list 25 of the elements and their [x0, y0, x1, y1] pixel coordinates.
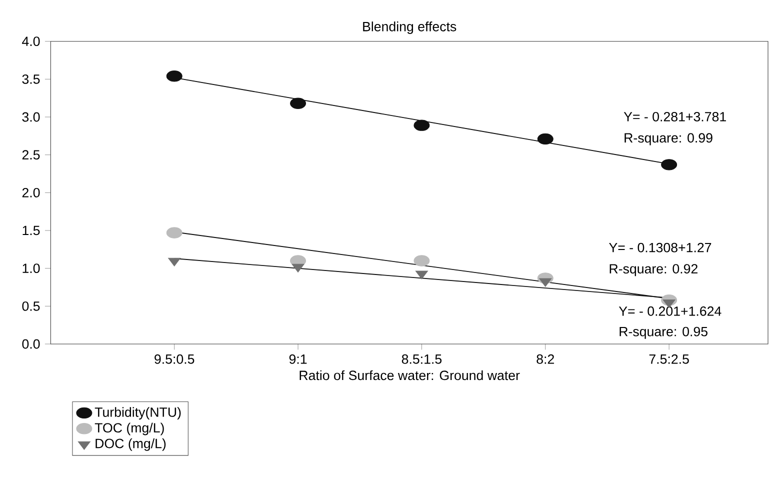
x-axis-title: Ratio of Surface water: Ground water: [300, 370, 520, 380]
y-tick-label: 0.0: [22, 339, 40, 349]
x-tick-label: 9.5:0.5: [154, 354, 194, 364]
y-tick-label: 2.0: [22, 188, 40, 198]
legend-label: Turbidity(NTU): [94, 407, 181, 420]
chart-title: Blending effects: [363, 22, 456, 34]
y-tick-label: 2.5: [22, 150, 40, 160]
y-tick-label: 4.0: [22, 36, 40, 46]
annotation: Y= - 0.201+1.624: [618, 306, 722, 316]
annotation: R-square: 0.99: [624, 133, 712, 146]
x-tick-label: 7.5:2.5: [649, 354, 689, 364]
y-tick-label: 1.0: [22, 264, 40, 274]
legend-label: TOC (mg/L): [94, 422, 164, 436]
annotation: Y= - 0.1308+1.27: [609, 242, 712, 252]
annotation: Y= - 0.281+3.781: [624, 112, 726, 122]
y-tick-label: 3.5: [22, 74, 40, 84]
annotation: R-square: 0.95: [620, 326, 708, 339]
x-tick-label: 8:2: [536, 354, 554, 364]
legend-label: DOC (mg/L): [96, 438, 166, 451]
y-tick-label: 0.5: [22, 301, 40, 311]
annotation: R-square: 0.92: [610, 264, 698, 276]
y-tick-label: 3.0: [22, 112, 40, 122]
y-tick-label: 1.5: [22, 226, 40, 236]
x-tick-label: 9:1: [289, 354, 307, 364]
x-tick-label: 8.5:1.5: [402, 354, 442, 364]
